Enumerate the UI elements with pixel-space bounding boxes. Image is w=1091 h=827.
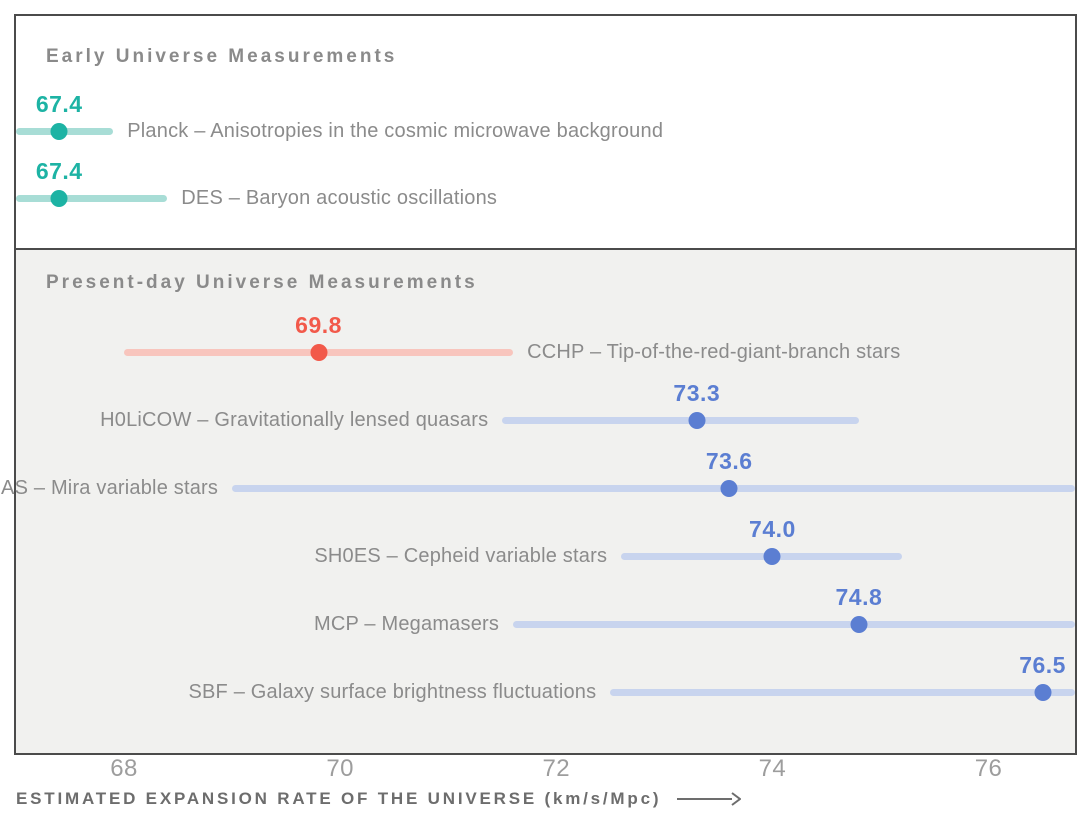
data-point-dot [850, 616, 868, 633]
data-point-dot [50, 190, 68, 207]
measurement-row: 74.0 SH0ES – Cepheid variable stars [16, 505, 1075, 573]
value-label: 67.4 [35, 158, 83, 184]
measurement-label: MIRAS – Mira variable stars [0, 477, 219, 499]
measurement-row: 73.3 H0LiCOW – Gravitationally lensed qua… [16, 369, 1075, 437]
measurement-row: 67.4 Planck – Anisotropies in the cosmic … [16, 80, 1075, 147]
measurement-row: 69.8 CCHP – Tip-of-the-red-giant-branch s… [16, 301, 1075, 369]
measurement-row: 73.6 MIRAS – Mira variable stars [0, 437, 1075, 505]
x-axis-tick-label: 72 [542, 755, 571, 782]
measurement-label: SH0ES – Cepheid variable stars [314, 545, 608, 567]
error-bar [621, 553, 903, 560]
measurement-label: H0LiCOW – Gravitationally lensed quasars [100, 409, 489, 431]
measurement-label: SBF – Galaxy surface brightness fluctuat… [188, 681, 597, 703]
data-point-dot [50, 123, 68, 140]
error-bar [513, 621, 1075, 628]
error-bar [232, 485, 1075, 492]
error-bar [16, 195, 168, 202]
early-universe-panel: Early Universe Measurements 67.4 Planck –… [14, 14, 1077, 250]
value-label: 73.6 [705, 448, 753, 474]
x-axis-tick-label: 76 [974, 755, 1003, 782]
present-day-panel: Present-day Universe Measurements 69.8 CC… [0, 250, 1077, 755]
x-axis-ticks: 68 70 72 74 76 [16, 753, 1075, 789]
value-label: 69.8 [295, 312, 342, 338]
value-label: 74.0 [749, 516, 796, 542]
right-arrow-icon [677, 792, 742, 806]
data-point-dot [688, 412, 706, 429]
present-panel-title: Present-day Universe Measurements [46, 272, 478, 293]
data-point-dot [1034, 684, 1052, 701]
measurement-row: 76.5 SBF – Galaxy surface brightness fluc… [16, 641, 1075, 709]
measurement-row: 74.8 MCP – Megamasers [16, 573, 1075, 641]
early-universe-rows: 67.4 Planck – Anisotropies in the cosmic … [16, 80, 1075, 214]
x-axis-tick-label: 74 [758, 755, 787, 782]
x-axis-label-row: ESTIMATED EXPANSION RATE OF THE UNIVERSE… [16, 789, 742, 809]
data-point-dot [310, 344, 328, 361]
data-point-dot [720, 480, 738, 497]
x-axis-tick-label: 68 [110, 755, 138, 782]
x-axis-label: ESTIMATED EXPANSION RATE OF THE UNIVERSE… [16, 789, 662, 808]
measurement-row: 67.4 DES – Baryon acoustic oscillations [16, 147, 1075, 214]
present-day-rows: 69.8 CCHP – Tip-of-the-red-giant-branch s… [0, 301, 1075, 709]
value-label: 76.5 [1019, 652, 1066, 678]
measurement-label: DES – Baryon acoustic oscillations [181, 187, 498, 209]
data-point-dot [763, 548, 781, 565]
value-label: 67.4 [35, 91, 83, 117]
x-axis-tick-label: 70 [326, 755, 355, 782]
value-label: 74.8 [835, 584, 883, 610]
measurement-label: CCHP – Tip-of-the-red-giant-branch stars [527, 341, 901, 363]
measurement-label: Planck – Anisotropies in the cosmic micr… [127, 120, 664, 142]
error-bar [502, 417, 859, 424]
early-panel-title: Early Universe Measurements [46, 46, 398, 67]
error-bar [610, 689, 1075, 696]
value-label: 73.3 [673, 380, 721, 406]
measurement-label: MCP – Megamasers [313, 613, 500, 635]
